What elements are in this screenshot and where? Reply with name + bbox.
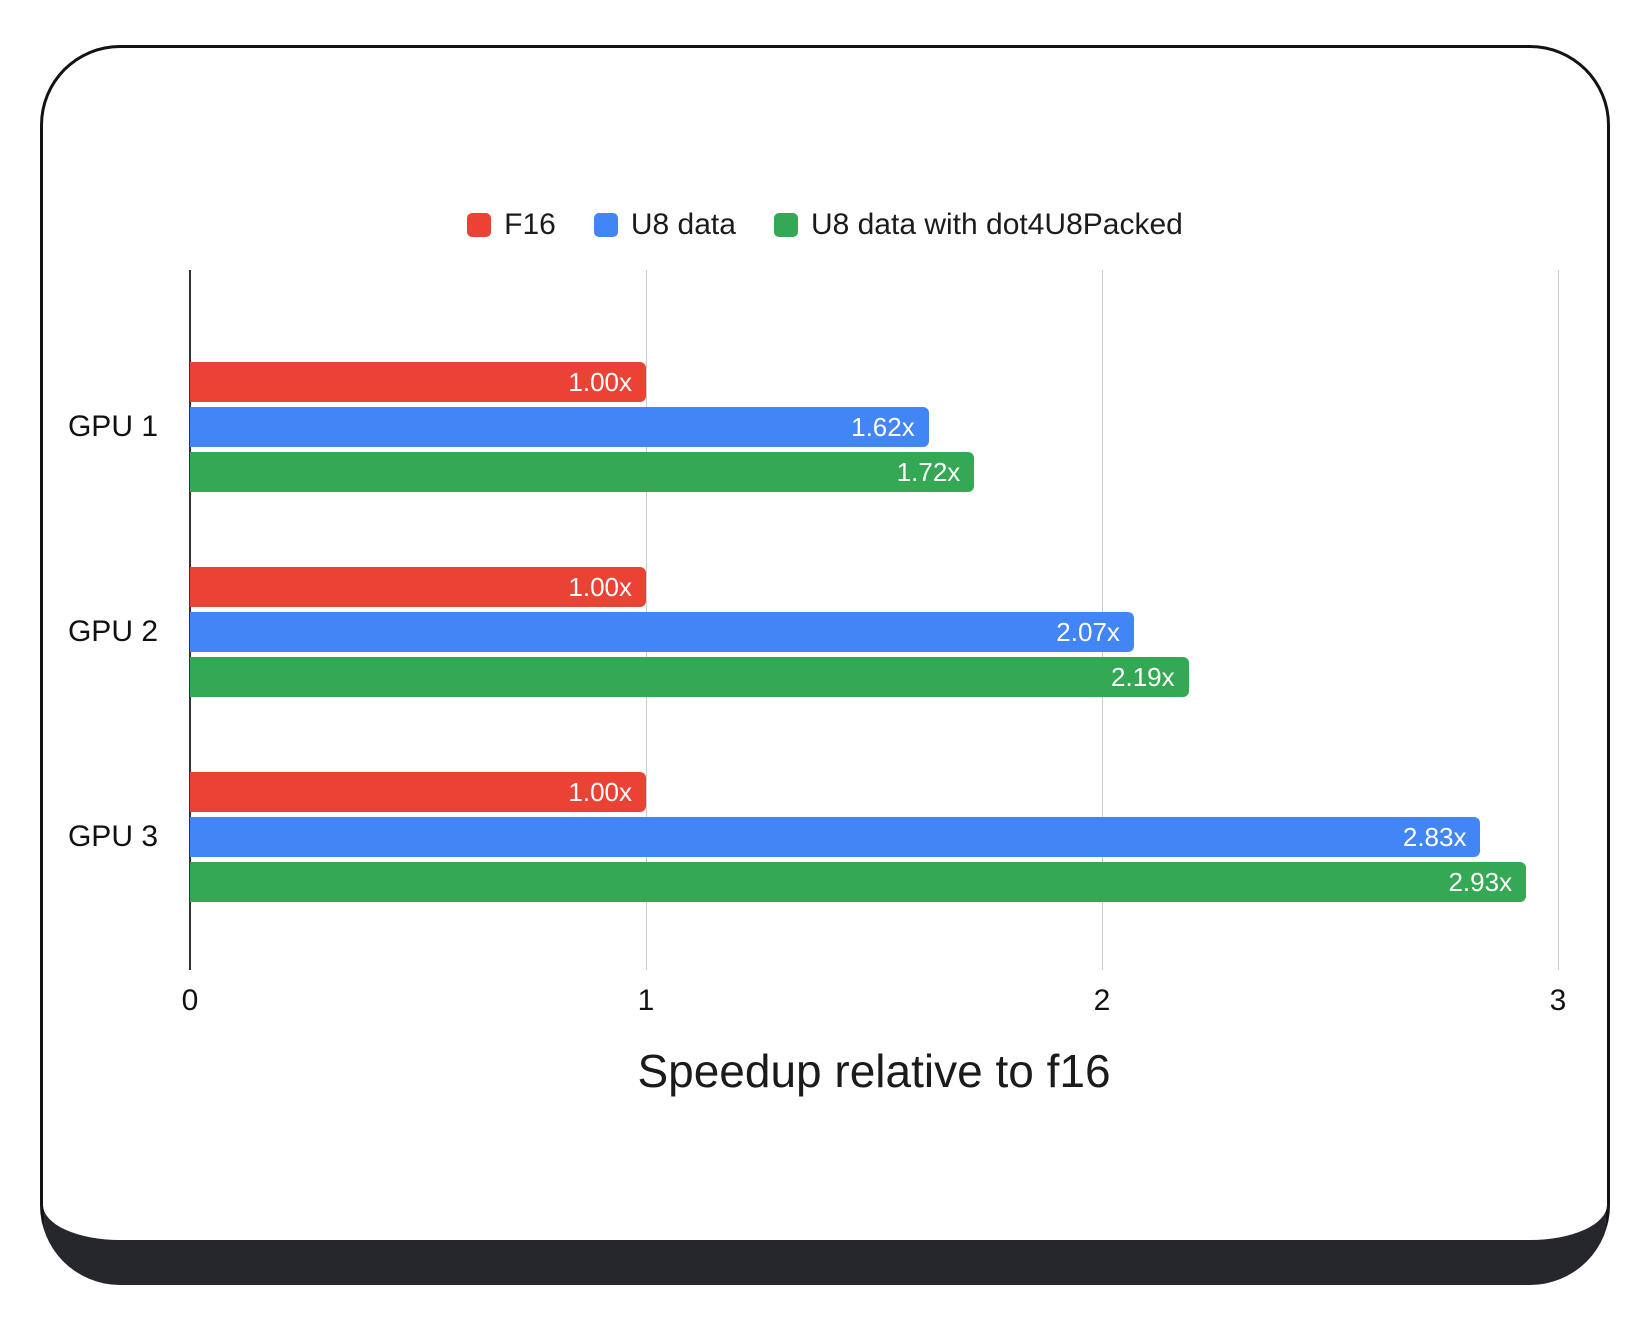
- x-tick-label: 3: [1549, 984, 1567, 1017]
- bar: 1.00x: [190, 362, 646, 402]
- bar-group: GPU 3 1.00x 2.83x 2.93x: [68, 772, 1558, 902]
- bar: 1.00x: [190, 772, 646, 812]
- category-label: GPU 3: [67, 820, 158, 853]
- x-tick-label: 1: [637, 984, 655, 1017]
- bar: 1.00x: [190, 567, 646, 607]
- bar: 1.72x: [190, 452, 975, 492]
- x-tick-label: 2: [1093, 984, 1111, 1017]
- bar: 2.07x: [190, 612, 1134, 652]
- legend-label: F16: [504, 208, 556, 241]
- legend-item: U8 data: [593, 208, 736, 242]
- category-label: GPU 1: [67, 410, 158, 443]
- bar-value-label: 1.00x: [568, 366, 632, 397]
- legend-item: F16: [467, 208, 556, 242]
- bar-value-label: 2.19x: [1111, 661, 1175, 692]
- bar: 2.83x: [190, 817, 1481, 857]
- legend-swatch: [593, 213, 618, 237]
- bar: 1.62x: [190, 407, 929, 447]
- bar-group: GPU 1 1.00x 1.62x 1.72x: [68, 362, 1558, 492]
- bar-value-label: 2.83x: [1402, 821, 1467, 852]
- x-axis-ticks: 0 1 2 3: [182, 984, 1567, 1022]
- x-tick-label: 0: [181, 984, 199, 1017]
- gridline: [1558, 270, 1559, 970]
- bar-value-label: 2.93x: [1448, 866, 1513, 897]
- legend-label: U8 data: [630, 208, 736, 241]
- bar-value-label: 1.00x: [568, 776, 632, 807]
- chart-card: F16 U8 data U8 data with dot4U8Packed GPU …: [40, 45, 1610, 1285]
- bar-value-label: 1.00x: [568, 571, 632, 602]
- bar: 2.93x: [190, 862, 1527, 902]
- plot-area: GPU 1 1.00x 1.62x 1.72x GPU 2 1.00x 2.07x 2.19x…: [68, 270, 1559, 970]
- bar-value-label: 1.72x: [896, 456, 961, 487]
- x-axis-title: Speedup relative to f16: [637, 1045, 1111, 1097]
- legend-swatch: [467, 213, 492, 237]
- legend-swatch: [773, 213, 798, 237]
- bar-group: GPU 2 1.00x 2.07x 2.19x: [68, 567, 1558, 697]
- bar: 2.19x: [190, 657, 1189, 697]
- legend-item: U8 data with dot4U8Packed: [773, 208, 1183, 242]
- bar-value-label: 1.62x: [851, 411, 915, 442]
- category-label: GPU 2: [67, 615, 158, 648]
- legend-label: U8 data with dot4U8Packed: [810, 208, 1183, 241]
- legend: F16 U8 data U8 data with dot4U8Packed: [43, 208, 1607, 242]
- bar-value-label: 2.07x: [1056, 616, 1120, 647]
